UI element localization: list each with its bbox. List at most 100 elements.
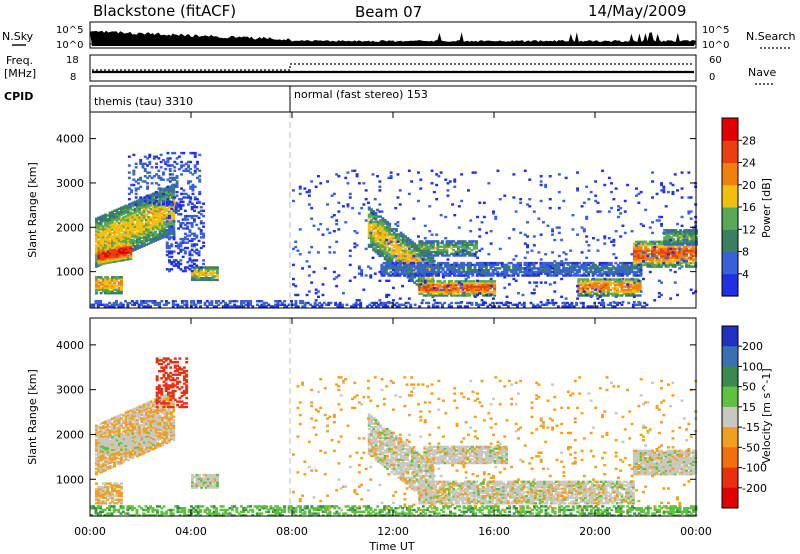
data-cell [156,224,160,227]
data-cell [586,285,590,288]
data-cell [559,272,563,275]
data-cell [569,272,572,275]
data-cell [395,258,398,261]
data-cell [397,235,401,238]
data-cell [149,237,153,241]
data-cell [539,272,543,275]
data-cell [607,261,611,265]
data-cell [671,251,675,254]
data-cell [174,209,178,212]
data-cell [101,242,105,246]
data-cell [537,217,541,220]
data-cell [163,210,167,214]
data-cell [260,300,264,303]
data-cell [546,224,550,227]
data-cell [425,290,428,294]
data-cell [546,269,550,272]
data-cell [193,259,196,262]
data-cell [395,259,398,263]
data-cell [679,232,682,235]
data-cell [120,255,124,259]
data-cell [445,254,449,257]
data-cell [149,220,153,223]
data-cell [180,151,183,155]
data-cell [171,305,175,308]
data-cell [562,267,566,270]
data-cell [401,236,405,240]
data-cell [503,269,506,272]
data-cell [193,234,196,237]
data-cell [113,251,117,254]
data-cell [655,240,659,243]
data-cell [385,249,389,252]
data-cell [680,187,684,190]
data-cell [129,222,132,225]
data-cell [397,236,401,240]
data-cell [175,175,179,178]
data-cell [493,292,497,295]
data-cell [168,189,172,192]
data-cell [430,274,434,277]
data-cell [170,202,174,205]
data-cell [578,265,581,268]
data-cell [197,239,201,243]
data-cell [381,254,385,257]
data-cell [687,210,691,213]
data-cell [466,243,469,247]
data-cell [314,299,318,302]
data-cell [443,243,447,247]
data-cell [332,277,336,281]
cpid-segment-1: themis (tau) 3310 [94,95,193,108]
data-cell [532,288,536,291]
data-cell [443,250,447,254]
data-cell [596,238,600,242]
data-cell [132,178,136,181]
data-cell [503,286,507,290]
data-cell [371,244,375,247]
data-cell [122,257,126,260]
data-cell [196,160,199,164]
data-cell [430,265,434,268]
data-cell [145,220,148,223]
data-cell [484,288,488,292]
data-cell [470,287,474,290]
data-cell [430,272,434,275]
data-cell [170,236,174,239]
data-cell [154,207,157,210]
data-cell [425,247,428,250]
data-cell [611,278,615,281]
data-cell [623,272,627,275]
data-cell [113,232,117,235]
data-cell [108,283,112,286]
data-cell [601,299,604,302]
data-cell [196,162,199,165]
data-cell [106,233,110,237]
data-cell [99,281,103,284]
data-cell [145,218,148,221]
data-cell [310,180,314,183]
data-cell [417,276,421,279]
data-cell [317,290,320,293]
data-cell [374,245,378,248]
data-cell [516,267,520,270]
data-cell [653,240,657,243]
data-cell [434,265,438,268]
data-cell [550,274,554,277]
data-cell [448,265,452,268]
data-cell [405,263,409,267]
data-cell [190,222,194,225]
data-cell [395,247,398,250]
data-cell [621,272,625,275]
data-cell [167,210,171,213]
data-cell [117,216,121,219]
data-cell [512,196,516,199]
data-cell [173,178,177,181]
data-cell [453,267,456,270]
data-cell [580,274,584,277]
data-cell [179,262,183,266]
data-cell [143,199,147,203]
data-cell [553,269,556,272]
data-cell [371,212,375,215]
data-cell [390,259,394,263]
data-cell [163,214,167,217]
